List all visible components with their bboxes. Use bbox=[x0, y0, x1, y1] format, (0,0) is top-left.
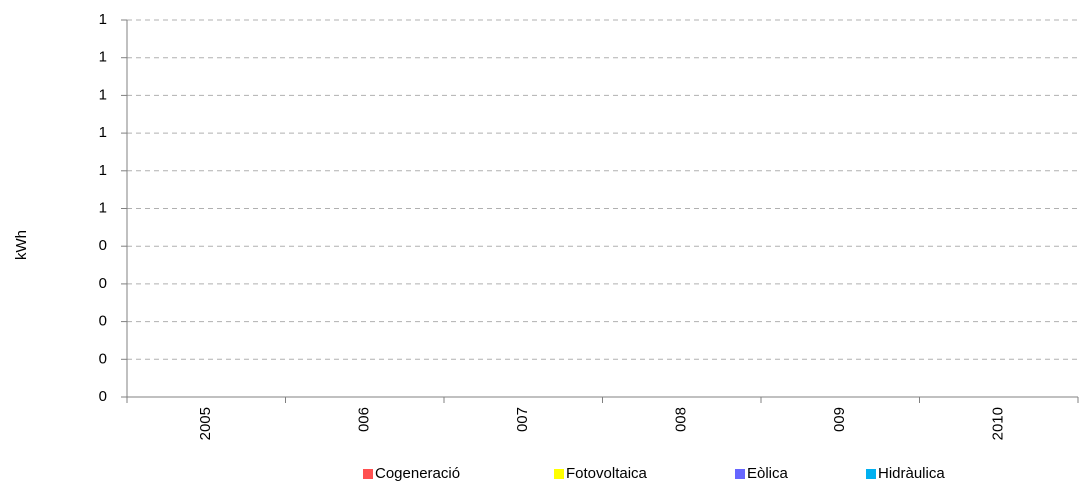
legend-swatch bbox=[554, 469, 564, 479]
y-tick-label: 0 bbox=[99, 350, 107, 367]
x-tick-label: 009 bbox=[831, 407, 848, 432]
y-tick-label: 1 bbox=[99, 162, 107, 179]
legend-label: Fotovoltaica bbox=[566, 465, 648, 482]
x-tick-label: 006 bbox=[356, 407, 373, 432]
legend-swatch bbox=[866, 469, 876, 479]
legend-swatch bbox=[735, 469, 745, 479]
y-axis-label: kWh bbox=[13, 230, 30, 260]
y-tick-label: 0 bbox=[99, 237, 107, 254]
legend-label: Hidràulica bbox=[878, 465, 945, 482]
y-tick-label: 1 bbox=[99, 124, 107, 141]
x-tick-label: 007 bbox=[514, 407, 531, 432]
y-tick-label: 0 bbox=[99, 388, 107, 405]
y-tick-label: 1 bbox=[99, 86, 107, 103]
x-tick-label: 2005 bbox=[197, 407, 214, 440]
legend-label: Eòlica bbox=[747, 465, 789, 482]
y-tick-label: 0 bbox=[99, 275, 107, 292]
legend-label: Cogeneració bbox=[375, 465, 460, 482]
y-tick-label: 1 bbox=[99, 11, 107, 28]
x-tick-label: 2010 bbox=[990, 407, 1007, 440]
y-tick-label: 1 bbox=[99, 49, 107, 66]
y-tick-label: 0 bbox=[99, 313, 107, 330]
y-tick-label: 1 bbox=[99, 199, 107, 216]
legend-swatch bbox=[363, 469, 373, 479]
x-tick-label: 008 bbox=[673, 407, 690, 432]
